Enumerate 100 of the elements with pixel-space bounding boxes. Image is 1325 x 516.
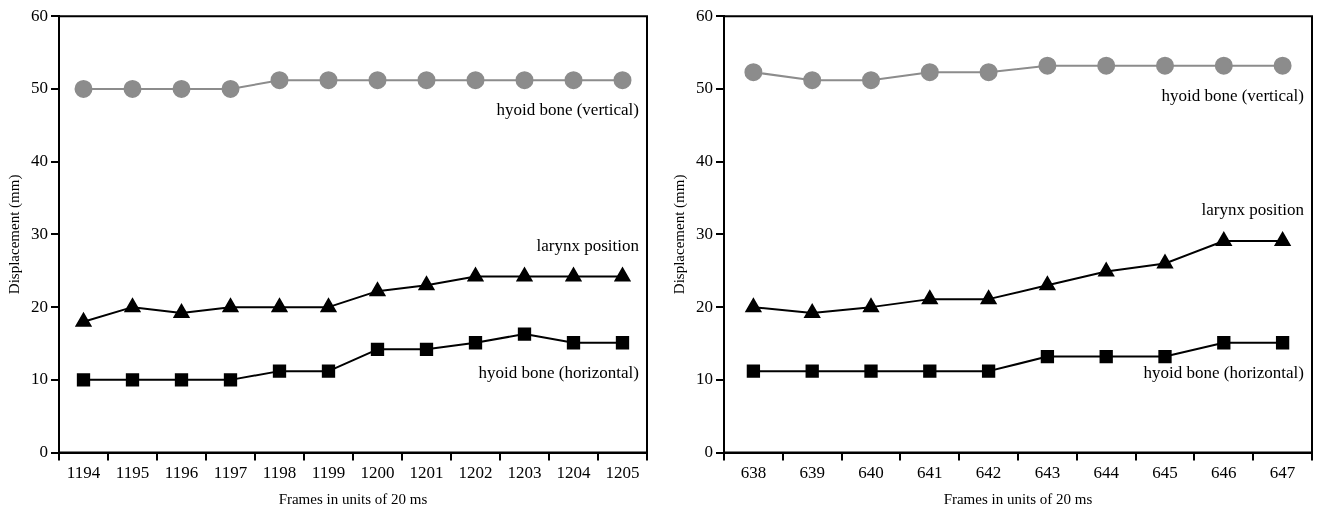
point: [564, 71, 583, 90]
point: [321, 364, 336, 378]
point: [1158, 349, 1172, 364]
point: [74, 79, 93, 98]
point: [1039, 276, 1056, 291]
point: [1217, 336, 1231, 350]
point: [270, 71, 289, 90]
point: [1157, 254, 1173, 269]
x-tick-label: 643: [1034, 463, 1061, 483]
y-tick-label: 30: [696, 223, 713, 243]
point: [468, 336, 483, 350]
point: [517, 327, 532, 341]
point: [565, 267, 582, 282]
x-tick-label: 646: [1211, 463, 1237, 483]
point: [125, 373, 140, 387]
point: [744, 63, 763, 82]
y-tick-label: 60: [31, 5, 48, 25]
point: [615, 336, 630, 350]
series-label: hyoid bone (vertical): [496, 100, 639, 120]
point: [320, 298, 337, 313]
point: [223, 373, 238, 387]
x-axis-title: Frames in units of 20 ms: [943, 490, 1093, 507]
point: [173, 303, 190, 318]
x-tick-label: 1204: [556, 463, 591, 483]
point: [1275, 336, 1290, 350]
point: [981, 364, 996, 378]
x-tick-label: 647: [1269, 463, 1296, 483]
point: [614, 267, 631, 282]
point: [370, 342, 385, 356]
point: [319, 71, 338, 90]
point: [174, 373, 189, 387]
point: [1040, 349, 1055, 364]
x-tick-label: 638: [740, 463, 767, 483]
x-tick-label: 641: [917, 463, 943, 483]
point: [368, 71, 387, 90]
point: [920, 63, 939, 82]
x-tick-label: 1199: [311, 463, 346, 483]
point: [466, 71, 485, 90]
point: [467, 267, 484, 282]
y-tick-label: 60: [696, 5, 713, 25]
x-tick-label: 1194: [66, 463, 101, 483]
point: [1097, 56, 1116, 75]
series-label: hyoid bone (horizontal): [1143, 362, 1304, 382]
y-tick-label: 40: [31, 151, 48, 171]
point: [864, 364, 878, 378]
point: [222, 298, 239, 313]
x-axis-title: Frames in units of 20 ms: [278, 490, 428, 507]
x-tick-label: 1198: [262, 463, 297, 483]
y-tick-label: 50: [696, 78, 713, 98]
point: [516, 267, 533, 282]
y-tick-label: 20: [696, 296, 713, 316]
point: [804, 303, 821, 318]
point: [1215, 231, 1232, 246]
series-label: larynx position: [1201, 199, 1305, 219]
point: [613, 71, 632, 90]
point: [862, 71, 880, 90]
point: [124, 298, 141, 313]
point: [1274, 231, 1291, 246]
y-tick-label: 30: [31, 223, 48, 243]
x-tick-label: 1195: [115, 463, 150, 483]
x-tick-label: 645: [1152, 463, 1178, 483]
x-tick-label: 639: [799, 463, 825, 483]
point: [1038, 56, 1057, 75]
y-tick-label: 10: [696, 369, 713, 389]
y-tick-label: 0: [39, 442, 48, 462]
point: [923, 364, 937, 378]
x-tick-label: 1196: [164, 463, 199, 483]
point: [419, 342, 434, 356]
point: [1214, 56, 1233, 75]
x-tick-label: 642: [975, 463, 1002, 483]
y-tick-label: 50: [31, 78, 48, 98]
y-tick-label: 10: [31, 369, 48, 389]
point: [805, 364, 819, 378]
series-label: hyoid bone (horizontal): [478, 362, 639, 382]
point: [76, 373, 91, 387]
point: [979, 63, 998, 82]
point: [980, 290, 997, 305]
point: [745, 298, 762, 313]
point: [75, 312, 92, 327]
point: [921, 290, 938, 305]
x-tick-label: 1200: [360, 463, 395, 483]
y-tick-label: 0: [704, 442, 713, 462]
x-tick-label: 640: [858, 463, 884, 483]
point: [1273, 56, 1292, 75]
y-tick-label: 40: [696, 151, 713, 171]
x-tick-label: 1201: [409, 463, 444, 483]
point: [566, 336, 581, 350]
point: [272, 364, 287, 378]
x-tick-label: 1197: [213, 463, 248, 483]
x-tick-label: 644: [1093, 463, 1120, 483]
point: [863, 298, 879, 313]
point: [1098, 262, 1115, 277]
point: [172, 79, 191, 98]
point: [803, 71, 822, 90]
series-label: hyoid bone (vertical): [1161, 85, 1304, 105]
y-axis-title: Displacement (mm): [670, 174, 688, 295]
point: [1156, 56, 1174, 75]
point: [515, 71, 534, 90]
x-tick-label: 1203: [507, 463, 542, 483]
point: [418, 276, 435, 291]
